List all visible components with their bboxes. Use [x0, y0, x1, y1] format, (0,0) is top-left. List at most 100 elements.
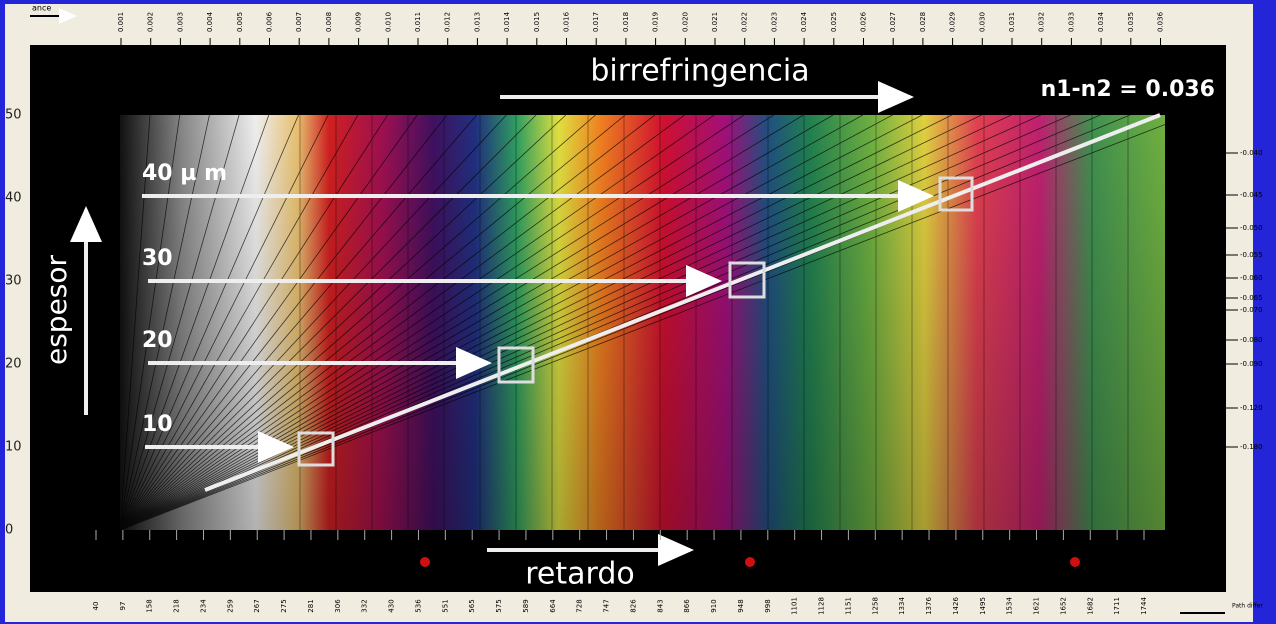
birefringence-tick-label: 0.011	[414, 12, 422, 32]
retardation-tick-label: 259	[226, 599, 234, 612]
birefringence-tick-label: 0.006	[266, 11, 274, 32]
birefringence-tick-label: 0.007	[295, 12, 303, 32]
birefringence-tick-label: 0.033	[1067, 12, 1075, 32]
retardation-tick-label: 1151	[844, 597, 852, 615]
retardation-tick-label: 1534	[1006, 597, 1014, 615]
retardation-tick-label: 826	[629, 599, 637, 613]
thickness-tick-label: 40	[5, 191, 22, 206]
retardation-tick-label: 536	[414, 599, 422, 613]
retardation-tick-label: 747	[603, 599, 611, 612]
birefringence-title: birrefringencia	[590, 54, 809, 89]
retardation-tick-label: 1652	[1059, 597, 1067, 615]
path-label: Path differ	[1232, 603, 1263, 610]
birefringence-tick-label: 0.022	[741, 12, 749, 32]
birefringence-tick-label: 0.004	[206, 11, 214, 32]
retardation-tick-label: 430	[388, 599, 396, 612]
birefringence-tick-label: 0.034	[1097, 11, 1105, 32]
page: ance birrefringencia n1-n2 = 0.036 espes…	[0, 0, 1276, 624]
birefringence-tick-label: 0.015	[533, 12, 541, 32]
birefringence-tick-label: 0.009	[355, 12, 363, 32]
retardation-tick-label: 1711	[1113, 597, 1121, 615]
right-tick-label: -0.045	[1240, 191, 1263, 199]
right-tick-label: -0.180	[1240, 443, 1263, 451]
retardation-tick-label: 1334	[898, 597, 906, 615]
birefringence-tick-label: 0.013	[473, 12, 481, 32]
retardation-tick-label: 1128	[818, 597, 826, 615]
birefringence-tick-label: 0.003	[176, 12, 184, 32]
right-tick-label: -0.120	[1240, 404, 1263, 412]
retardation-tick-label: 551	[441, 599, 449, 612]
birefringence-tick-label: 0.026	[860, 11, 868, 32]
retardation-tick-label: 1101	[791, 597, 799, 615]
birefringence-tick-label: 0.001	[117, 12, 125, 32]
retardation-tick-label: 664	[549, 599, 557, 613]
birefringence-tick-label: 0.017	[592, 12, 600, 32]
birefringence-value: n1-n2 = 0.036	[1041, 77, 1215, 102]
thickness-marker: 30	[142, 246, 173, 271]
right-tick-label: -0.065	[1240, 294, 1263, 302]
thickness-tick-label: 30	[5, 274, 22, 289]
retardation-tick-label: 1258	[871, 597, 879, 615]
birefringence-tick-label: 0.008	[325, 12, 333, 32]
birefringence-tick-label: 0.021	[711, 12, 719, 32]
birefringence-tick-label: 0.020	[681, 12, 689, 32]
birefringence-tick-label: 0.036	[1157, 11, 1165, 32]
birefringence-tick-label: 0.014	[503, 11, 511, 32]
right-tick-label: -0.080	[1240, 336, 1263, 344]
birefringence-tick-label: 0.012	[444, 12, 452, 32]
birefringence-tick-label: 0.024	[800, 11, 808, 32]
birefringence-tick-label: 0.031	[1008, 12, 1016, 32]
retardation-tick-label: 575	[495, 599, 503, 612]
thickness-tick-label: 20	[5, 357, 22, 372]
thickness-title: espesor	[40, 254, 73, 365]
retardation-tick-label: 998	[764, 599, 772, 612]
retardation-tick-label: 565	[468, 599, 476, 612]
thickness-marker: 20	[142, 328, 173, 353]
thickness-tick-label: 0	[5, 523, 13, 538]
right-tick-label: -0.040	[1240, 149, 1263, 157]
birefringence-tick-label: 0.029	[949, 12, 957, 32]
right-tick-label: -0.090	[1240, 360, 1263, 368]
thickness-marker: 10	[142, 412, 173, 437]
retardation-tick-label: 281	[307, 599, 315, 612]
birefringence-tick-label: 0.023	[770, 12, 778, 32]
birefringence-tick-label: 0.025	[830, 12, 838, 32]
right-tick-label: -0.055	[1240, 251, 1263, 259]
retardation-tick-label: 1426	[952, 597, 960, 615]
thickness-tick-label: 50	[5, 108, 22, 123]
retardation-tick-label: 910	[710, 599, 718, 612]
retardation-tick-label: 948	[737, 599, 745, 612]
birefringence-tick-label: 0.002	[147, 12, 155, 32]
retardation-tick-label: 332	[361, 599, 369, 612]
birefringence-tick-label: 0.030	[978, 12, 986, 32]
retardation-title: retardo	[525, 557, 634, 592]
corner-label: ance	[32, 4, 51, 13]
birefringence-tick-label: 0.018	[622, 12, 630, 32]
birefringence-tick-label: 0.010	[384, 12, 392, 32]
retardation-tick-label: 267	[253, 599, 261, 612]
birefringence-tick-label: 0.019	[652, 12, 660, 32]
right-tick-label: -0.070	[1240, 306, 1263, 314]
retardation-tick-label: 97	[119, 602, 127, 611]
birefringence-tick-label: 0.027	[889, 12, 897, 32]
retardation-tick-label: 306	[334, 599, 342, 613]
retardation-tick-label: 1744	[1140, 597, 1148, 615]
birefringence-tick-label: 0.032	[1038, 12, 1046, 32]
retardation-tick-label: 158	[146, 599, 154, 612]
right-tick-label: -0.050	[1240, 224, 1263, 232]
retardation-tick-label: 589	[522, 599, 530, 612]
right-tick-label: -0.060	[1240, 274, 1263, 282]
retardation-tick-label: 1376	[925, 597, 933, 615]
birefringence-tick-label: 0.016	[563, 11, 571, 32]
michel-levy-chart: ance birrefringencia n1-n2 = 0.036 espes…	[0, 0, 1276, 624]
retardation-tick-label: 843	[656, 599, 664, 612]
retardation-tick-label: 1495	[979, 597, 987, 615]
thickness-marker: 40 µ m	[142, 161, 227, 186]
birefringence-tick-label: 0.028	[919, 12, 927, 32]
retardation-tick-label: 275	[280, 599, 288, 612]
retardation-tick-label: 866	[683, 599, 691, 613]
retardation-tick-label: 1682	[1086, 597, 1094, 615]
retardation-tick-label: 40	[92, 602, 100, 611]
thickness-tick-label: 10	[5, 440, 22, 455]
birefringence-tick-label: 0.005	[236, 12, 244, 32]
